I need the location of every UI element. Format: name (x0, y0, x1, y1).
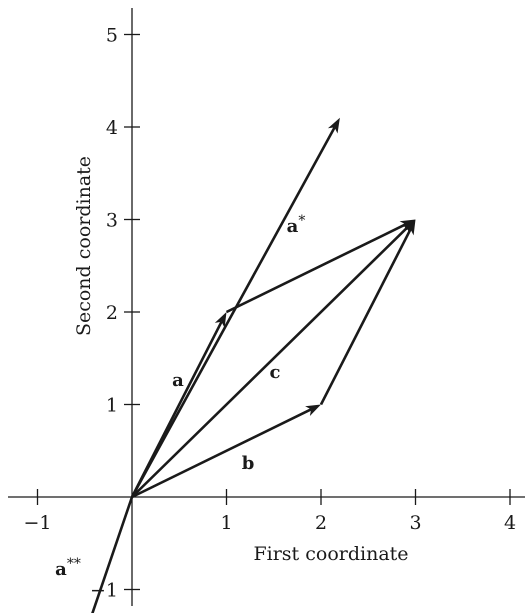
arrowhead (399, 219, 416, 231)
y-tick-label: 2 (106, 302, 118, 324)
y-tick-label: 1 (106, 395, 118, 417)
y-axis-title: Second coordinate (73, 156, 95, 336)
vector-shaft (91, 496, 134, 613)
vector-label-a-star: a* (287, 213, 306, 237)
vector-label-a-double-star: a** (55, 556, 81, 580)
arrowhead (305, 404, 321, 416)
vector-label-c: c (270, 362, 281, 383)
vector-label-b: b (242, 453, 255, 474)
vector-a-from-b (319, 219, 416, 406)
arrowhead (403, 219, 416, 236)
vector-shaft (225, 223, 407, 314)
x-tick-label: 3 (409, 512, 421, 534)
x-tick-label: 2 (315, 512, 327, 534)
x-tick-label: 4 (504, 512, 516, 534)
x-tick-label: −1 (23, 512, 51, 534)
vectors (91, 117, 416, 613)
y-tick-label: 5 (106, 25, 118, 47)
vector-shaft (131, 408, 312, 499)
vector-shaft (130, 126, 336, 498)
arrowhead (327, 117, 340, 134)
vector-b (131, 404, 321, 499)
y-tick-label: 3 (106, 210, 118, 232)
vector-a-star (130, 117, 340, 498)
vector-labels: a b c a* a** (55, 213, 305, 580)
x-axis-title: First coordinate (253, 543, 408, 565)
y-tick-label: 4 (106, 117, 118, 139)
vector-label-a: a (172, 370, 184, 391)
vector-c (131, 219, 416, 498)
vector-shaft (319, 228, 412, 406)
x-tick-label: 1 (220, 512, 232, 534)
vector-b-from-a (225, 219, 416, 314)
vector-shaft (131, 226, 409, 498)
vector-a-double-star (91, 496, 134, 613)
arrowhead (214, 312, 227, 328)
